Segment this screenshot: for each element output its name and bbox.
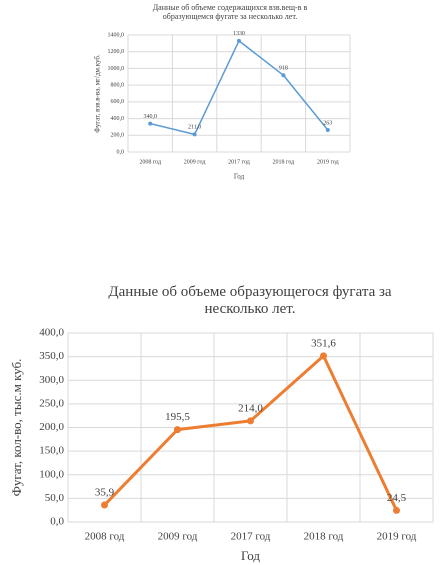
y-tick-label: 1400,0	[108, 32, 125, 38]
data-label: 214,0	[238, 402, 263, 414]
data-label: 35,9	[95, 487, 115, 499]
x-tick-label: 2019 год	[377, 531, 417, 543]
chart-title: Данные об объеме содержащихся взв.вещ-в …	[152, 3, 308, 22]
point	[281, 73, 286, 78]
y-tick-label: 200,0	[111, 133, 125, 139]
x-tick-label: 2008 год	[139, 159, 161, 165]
y-tick-label: 1000,0	[108, 66, 125, 72]
x-tick-label: 2019 год	[317, 159, 339, 165]
data-label: 918	[279, 66, 288, 72]
y-axis-label: Фугат, взв.в-ва, мг/дм.куб.	[94, 54, 102, 133]
x-tick-label: 2008 год	[85, 531, 125, 543]
y-axis-label: Фугат, кол-во, тыс.м куб.	[9, 359, 24, 497]
point	[148, 121, 153, 126]
y-tick-label: 400,0	[39, 327, 64, 339]
point	[320, 352, 327, 360]
x-tick-label: 2018 год	[273, 159, 295, 165]
x-tick-label: 2009 год	[158, 531, 198, 543]
y-tick-label: 300,0	[39, 374, 64, 386]
point	[237, 38, 241, 43]
y-tick-label: 150,0	[39, 445, 64, 457]
y-tick-label: 50,0	[45, 492, 65, 504]
data-label: 195,5	[165, 411, 190, 423]
y-tick-label: 200,0	[39, 421, 64, 433]
y-tick-label: 600,0	[111, 99, 125, 105]
x-axis-label: Год	[241, 548, 260, 563]
data-label: 340,0	[143, 114, 157, 120]
line	[103, 354, 398, 512]
x-tick-label: 2018 год	[304, 531, 344, 543]
y-tick-label: 0,0	[117, 149, 125, 155]
data-label: 24,5	[387, 492, 407, 504]
point	[192, 132, 197, 137]
line	[150, 40, 329, 136]
y-tick-label: 800,0	[111, 83, 125, 89]
y-tick-label: 100,0	[39, 468, 64, 480]
y-tick-label: 400,0	[111, 116, 125, 122]
point	[393, 506, 400, 514]
chart-title: Данные об объеме образующегося фугата за…	[108, 284, 392, 318]
x-tick-label: 2009 год	[184, 159, 206, 165]
data-label: 351,6	[311, 337, 336, 349]
y-tick-label: 0,0	[50, 516, 64, 528]
y-tick-label: 250,0	[39, 397, 64, 409]
data-label: 1330	[233, 31, 245, 37]
x-axis-label: Год	[234, 173, 245, 181]
point	[247, 417, 254, 425]
x-tick-label: 2017 год	[231, 531, 271, 543]
y-tick-label: 350,0	[39, 350, 64, 362]
point	[174, 426, 181, 434]
data-label: 211,0	[188, 125, 201, 131]
y-tick-label: 1200,0	[108, 49, 125, 55]
data-label: 263	[323, 120, 332, 126]
point	[325, 128, 330, 133]
point	[101, 501, 108, 509]
x-tick-label: 2017 год	[228, 159, 250, 165]
